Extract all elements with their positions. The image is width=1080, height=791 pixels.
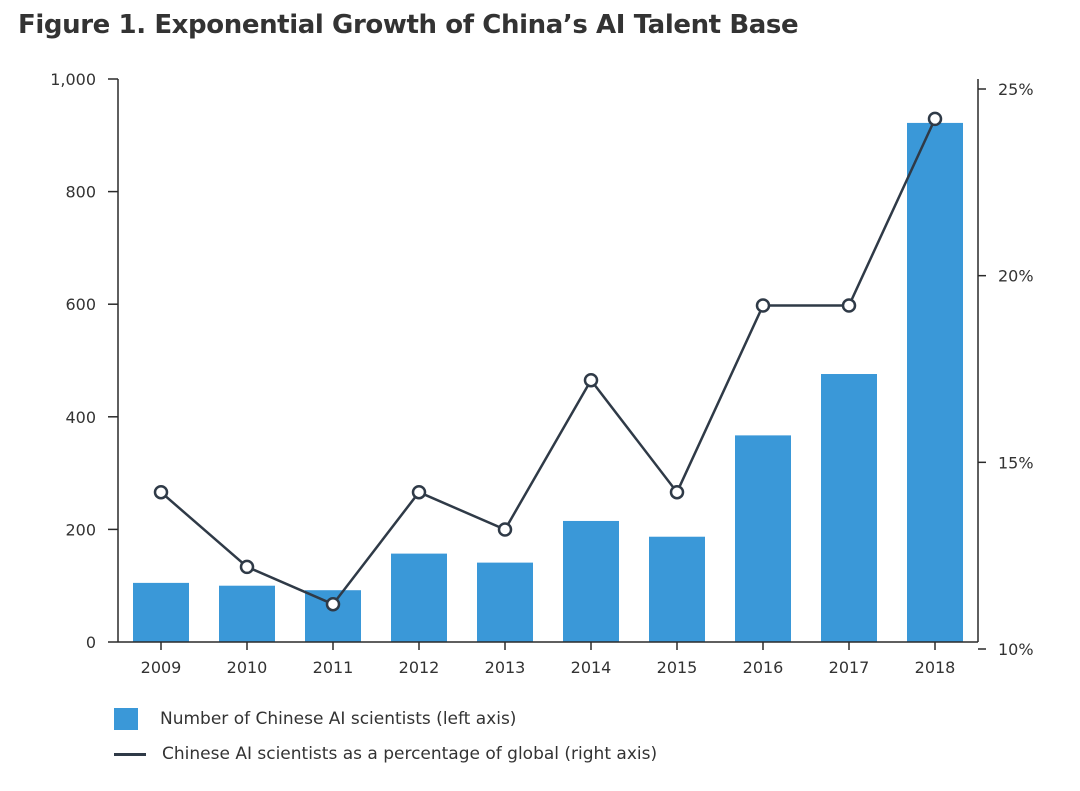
left-tick-label: 600 bbox=[65, 295, 96, 314]
legend-label-bars: Number of Chinese AI scientists (left ax… bbox=[160, 709, 517, 729]
right-tick-label: 15% bbox=[998, 453, 1034, 472]
x-tick-label: 2014 bbox=[571, 658, 612, 677]
legend-bar-swatch bbox=[114, 708, 138, 730]
x-tick-label: 2011 bbox=[313, 658, 354, 677]
x-tick-label: 2010 bbox=[227, 658, 268, 677]
line-point-2016 bbox=[755, 298, 771, 313]
line-point-2012 bbox=[411, 484, 427, 500]
left-tick-label: 1,000 bbox=[50, 70, 96, 89]
bar-2013 bbox=[477, 562, 533, 642]
bar-2018 bbox=[907, 122, 963, 642]
line-point-2010 bbox=[239, 559, 255, 575]
line-point-2013 bbox=[497, 522, 513, 537]
right-tick-label: 25% bbox=[998, 80, 1034, 99]
line-point-2009 bbox=[153, 484, 169, 500]
x-tick-label: 2009 bbox=[141, 658, 182, 677]
left-tick-label: 400 bbox=[65, 408, 96, 427]
bar-2015 bbox=[649, 536, 705, 642]
bar-2010 bbox=[219, 585, 275, 642]
line-point-2014 bbox=[583, 372, 599, 388]
line-point-2018 bbox=[927, 111, 943, 127]
x-tick-label: 2015 bbox=[657, 658, 698, 677]
x-tick-label: 2017 bbox=[829, 658, 870, 677]
x-tick-label: 2018 bbox=[915, 658, 956, 677]
bar-2012 bbox=[391, 553, 447, 642]
legend-line-swatch bbox=[114, 752, 146, 756]
right-tick-label: 20% bbox=[998, 267, 1034, 286]
percentage-line bbox=[160, 118, 937, 606]
line-series bbox=[153, 111, 943, 612]
line-point-2017 bbox=[841, 298, 857, 313]
legend-item-bars: Number of Chinese AI scientists (left ax… bbox=[114, 708, 516, 730]
line-point-2015 bbox=[669, 484, 685, 500]
axes: 0 200 400 600 800 1,000 2009 2010 2011 2012 2013 20… bbox=[50, 70, 1033, 677]
bar-2009 bbox=[133, 582, 189, 642]
legend-item-line: Chinese AI scientists as a percentage of… bbox=[114, 744, 657, 764]
left-tick-label: 0 bbox=[86, 633, 96, 652]
bar-series bbox=[133, 122, 963, 642]
x-tick-label: 2016 bbox=[743, 658, 784, 677]
left-tick-label: 200 bbox=[65, 520, 96, 539]
legend-label-line: Chinese AI scientists as a percentage of… bbox=[162, 744, 658, 764]
x-tick-label: 2013 bbox=[485, 658, 526, 677]
x-tick-label: 2012 bbox=[399, 658, 440, 677]
bar-2016 bbox=[735, 435, 791, 642]
right-tick-label: 10% bbox=[998, 640, 1034, 659]
chart-title: Figure 1. Exponential Growth of China’s … bbox=[18, 10, 799, 40]
bar-2017 bbox=[821, 374, 877, 642]
line-point-2011 bbox=[325, 596, 341, 612]
left-tick-label: 800 bbox=[65, 183, 96, 202]
bar-2014 bbox=[563, 520, 619, 642]
